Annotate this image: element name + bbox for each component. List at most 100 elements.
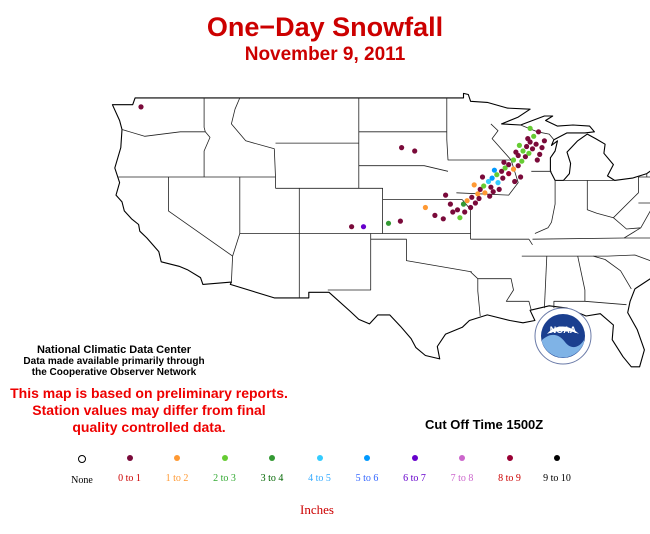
station-dot <box>440 216 446 222</box>
station-dot <box>432 212 438 218</box>
station-dot <box>349 224 355 230</box>
map-title: One−Day Snowfall <box>206 12 444 42</box>
station-dot <box>488 184 494 190</box>
legend-item: None <box>52 455 112 486</box>
station-dot <box>495 180 501 186</box>
station-dot <box>471 182 477 188</box>
legend-item: 9 to 10 <box>527 455 587 484</box>
legend-item: 8 to 9 <box>480 455 540 484</box>
station-dot <box>533 141 539 147</box>
station-dot <box>422 204 428 211</box>
us-outline-path <box>111 92 650 368</box>
state-border <box>470 238 533 246</box>
legend-item: 7 to 8 <box>432 455 492 484</box>
station-dot <box>513 149 519 155</box>
station-dot <box>469 194 475 200</box>
credit-line-1: National Climatic Data Center <box>36 344 192 356</box>
legend-swatch <box>411 455 418 461</box>
station-dot <box>522 154 529 160</box>
legend-swatch <box>554 455 560 461</box>
state-border <box>231 97 276 178</box>
legend-swatch <box>269 455 275 461</box>
legend-label: 7 to 8 <box>450 473 474 484</box>
station-dot <box>515 163 521 169</box>
station-dot <box>489 175 495 181</box>
legend-item: 0 to 1 <box>100 455 160 484</box>
station-dot <box>482 190 488 196</box>
noaa-logo-text: NOAA <box>550 325 577 335</box>
station-dot <box>506 162 512 168</box>
state-border <box>586 177 639 219</box>
state-border <box>231 177 241 283</box>
station-dot <box>534 157 540 163</box>
state-border <box>534 180 556 234</box>
station-dot <box>516 142 523 148</box>
state-border <box>168 177 233 257</box>
map-date: November 9, 2011 <box>244 44 406 65</box>
notice-line-3: quality controlled data. <box>72 419 226 435</box>
state-border <box>446 131 512 161</box>
state-border <box>327 233 372 291</box>
station-dot <box>475 191 481 197</box>
state-border <box>470 271 532 311</box>
legend-swatch <box>459 455 465 461</box>
station-dot <box>502 165 508 171</box>
legend-item: 3 to 4 <box>242 455 302 484</box>
legend-label: 0 to 1 <box>118 473 141 484</box>
station-dot <box>472 200 478 206</box>
station-dot <box>460 201 467 207</box>
state-border <box>239 233 300 298</box>
legend-label: 1 to 2 <box>165 473 189 484</box>
state-border <box>607 254 650 262</box>
station-dot <box>499 168 505 174</box>
credit-line-3: the Cooperative Observer Network <box>31 367 197 378</box>
state-border <box>584 300 627 306</box>
station-dot <box>443 192 449 198</box>
state-border <box>638 176 650 178</box>
legend-item: 1 to 2 <box>147 455 207 484</box>
station-dots <box>138 104 548 230</box>
legend-label: 2 to 3 <box>213 473 236 484</box>
state-border <box>358 165 449 172</box>
legend-swatch <box>174 455 180 461</box>
legend-label: 9 to 10 <box>543 473 571 484</box>
station-dot <box>531 133 537 139</box>
state-border <box>370 238 472 273</box>
station-dot <box>485 178 492 185</box>
legend-label: None <box>71 475 93 486</box>
station-dot <box>138 104 144 110</box>
cutoff-time: Cut Off Time 1500Z <box>425 417 544 432</box>
station-dot <box>500 175 506 181</box>
state-border <box>623 227 642 239</box>
station-dot <box>539 145 545 151</box>
state-border <box>532 237 650 240</box>
station-dot <box>541 138 548 144</box>
noaa-logo: NOAA <box>534 307 592 365</box>
state-border <box>490 123 512 161</box>
legend-units: Inches <box>300 502 334 517</box>
station-dot <box>447 201 453 207</box>
state-border <box>477 278 481 317</box>
station-dot <box>520 148 526 154</box>
state-borders <box>118 97 650 317</box>
station-dot <box>501 159 507 165</box>
station-dot <box>529 146 536 152</box>
state-border <box>121 129 206 137</box>
station-dot <box>385 220 392 226</box>
state-border <box>358 97 383 234</box>
legend-label: 8 to 9 <box>498 473 521 484</box>
credit-line-2: Data made available primarily through <box>23 356 205 367</box>
station-dot <box>506 171 512 177</box>
legend-item: 5 to 6 <box>337 455 397 484</box>
station-dot <box>454 207 461 213</box>
state-border <box>553 256 586 309</box>
legend-swatch <box>221 455 228 461</box>
station-dot <box>510 166 517 172</box>
legend-swatch <box>78 455 86 463</box>
legend: None 0 to 1 1 to 2 2 to 3 3 to 4 4 to 5 5 to 6… <box>0 455 650 495</box>
station-dot <box>476 195 482 202</box>
legend-swatch <box>506 455 513 461</box>
notice-line-2: Station values may differ from final <box>32 402 266 418</box>
notice-line-1: This map is based on preliminary reports… <box>10 385 288 401</box>
